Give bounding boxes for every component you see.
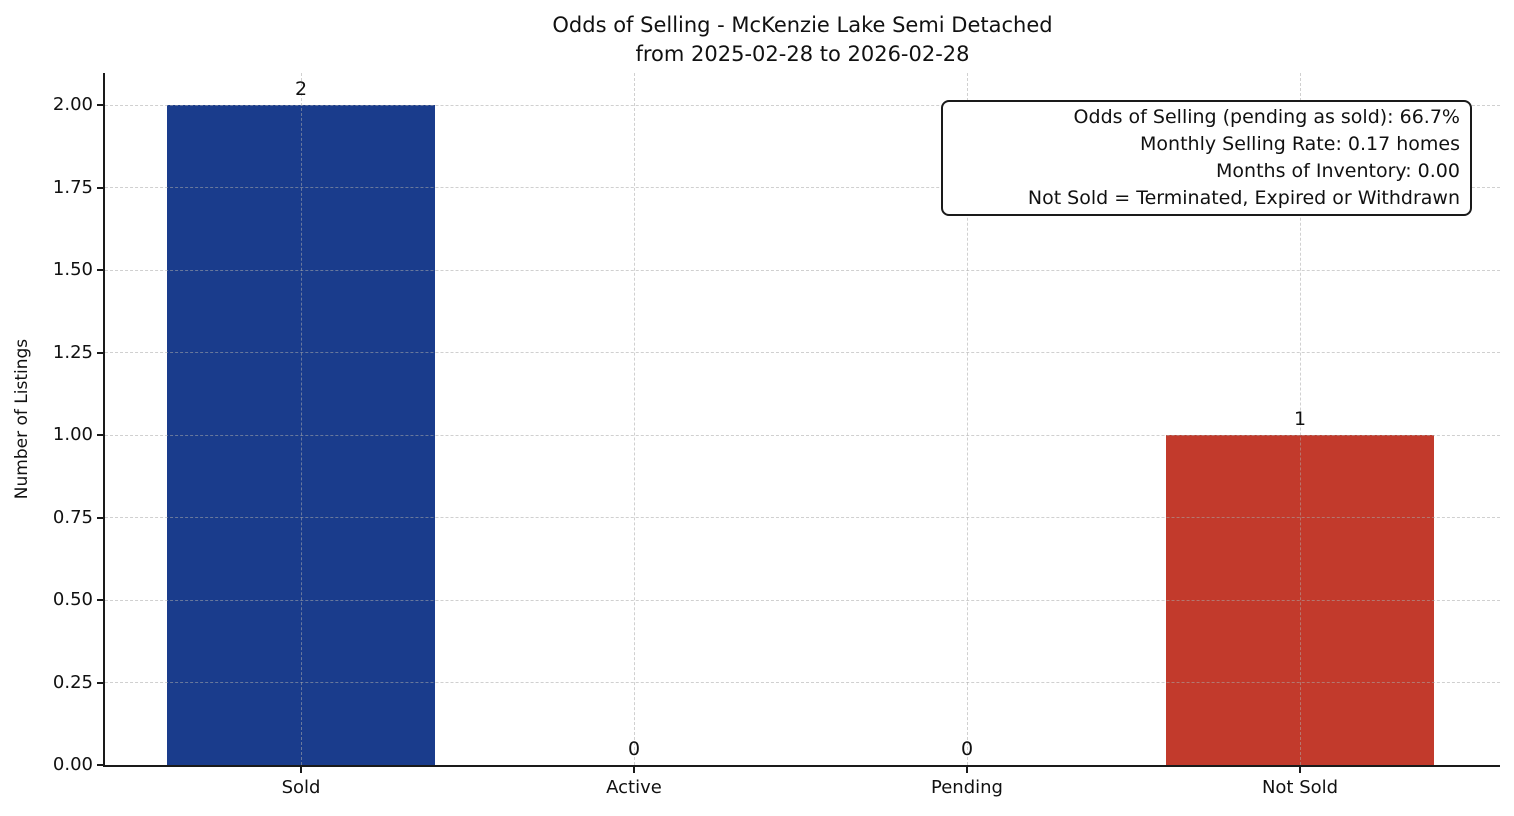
y-tick-label: 1.75: [52, 176, 93, 198]
stats-annotation-box: Odds of Selling (pending as sold): 66.7%…: [941, 100, 1472, 216]
y-tick-label: 0.75: [52, 506, 93, 528]
gridline-horizontal: [105, 104, 1500, 106]
gridline-vertical: [1299, 73, 1301, 765]
gridline-horizontal: [105, 682, 1500, 683]
x-tick-label-active: Active: [606, 777, 662, 798]
gridline-horizontal: [105, 187, 1500, 188]
y-axis-tick: [97, 681, 105, 684]
gridline-horizontal: [105, 269, 1500, 271]
y-tick-label: 0.00: [52, 754, 93, 775]
y-tick-label: 1.00: [52, 424, 93, 445]
y-tick-label: 0.50: [52, 589, 93, 610]
y-tick-label: 1.25: [52, 341, 93, 363]
y-axis-tick: [97, 104, 105, 106]
x-tick-label-not-sold: Not Sold: [1261, 777, 1339, 798]
x-axis-tick: [633, 765, 635, 773]
gridline-vertical: [300, 73, 302, 765]
x-tick-label-sold: Sold: [281, 777, 321, 798]
bar-value-label-sold: 2: [294, 78, 308, 100]
chart-title-line1: Odds of Selling - McKenzie Lake Semi Det…: [552, 13, 1053, 37]
bar-value-label-not-sold: 1: [1293, 408, 1307, 430]
y-axis-title: Number of Listings: [12, 338, 32, 500]
y-axis-tick: [97, 764, 105, 766]
x-axis-tick: [966, 765, 968, 773]
annotation-line-monthly-rate: Monthly Selling Rate: 0.17 homes: [1140, 133, 1460, 155]
y-axis-tick: [97, 599, 105, 601]
x-axis-tick: [1299, 765, 1301, 773]
x-axis-tick: [300, 765, 302, 773]
annotation-line-not-sold-note: Not Sold = Terminated, Expired or Withdr…: [1027, 187, 1460, 209]
gridline-vertical: [966, 73, 968, 765]
chart-title-line2: from 2025-02-28 to 2026-02-28: [635, 42, 970, 66]
y-axis-tick: [97, 516, 105, 519]
gridline-horizontal: [105, 352, 1500, 353]
gridline-horizontal: [105, 517, 1500, 518]
chart-title: Odds of Selling - McKenzie Lake Semi Det…: [105, 11, 1500, 69]
gridline-horizontal: [105, 599, 1500, 601]
y-axis-tick: [97, 269, 105, 271]
annotation-line-inventory: Months of Inventory: 0.00: [1216, 160, 1460, 182]
bar-value-label-pending: 0: [960, 738, 974, 760]
y-axis-tick: [97, 434, 105, 436]
y-tick-label: 2.00: [52, 94, 93, 115]
y-tick-label: 0.25: [52, 671, 93, 693]
x-axis-spine: [103, 765, 1500, 767]
y-axis-tick: [97, 186, 105, 189]
gridline-vertical: [633, 73, 635, 765]
y-tick-label: 1.50: [52, 259, 93, 280]
x-tick-label-pending: Pending: [931, 777, 1003, 798]
annotation-line-odds: Odds of Selling (pending as sold): 66.7%: [1073, 106, 1460, 128]
gridline-horizontal: [105, 434, 1500, 436]
y-axis-spine: [103, 73, 105, 767]
y-axis-tick: [97, 351, 105, 354]
bar-value-label-active: 0: [627, 738, 641, 760]
